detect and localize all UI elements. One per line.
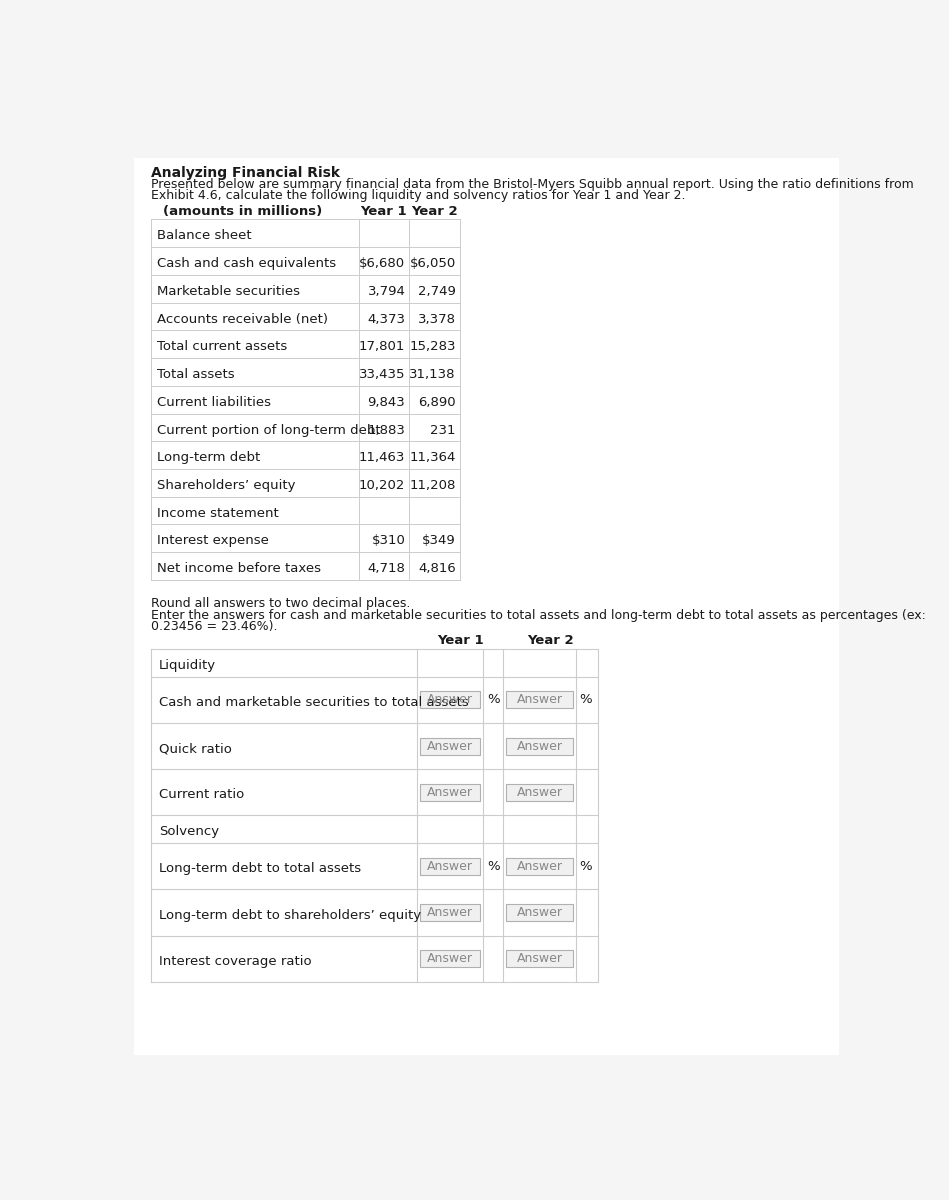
Bar	[420, 904, 480, 920]
Text: 2,749: 2,749	[418, 284, 456, 298]
Text: %: %	[580, 694, 592, 707]
Text: Exhibit 4.6, calculate the following liquidity and solvency ratios for Year 1 an: Exhibit 4.6, calculate the following liq…	[151, 188, 686, 202]
Text: Year 1: Year 1	[437, 634, 483, 647]
Bar	[420, 691, 480, 708]
Text: Answer: Answer	[427, 906, 473, 919]
Text: Answer: Answer	[427, 694, 473, 707]
Bar	[506, 738, 573, 755]
Text: %: %	[580, 859, 592, 872]
Text: %: %	[487, 694, 499, 707]
Text: 3,378: 3,378	[418, 313, 456, 325]
Text: Long-term debt: Long-term debt	[158, 451, 261, 464]
Text: (amounts in millions): (amounts in millions)	[163, 205, 323, 218]
Text: Analyzing Financial Risk: Analyzing Financial Risk	[151, 166, 340, 180]
Bar	[506, 691, 573, 708]
Bar	[420, 858, 480, 875]
Text: Quick ratio: Quick ratio	[158, 743, 232, 755]
Text: Answer: Answer	[427, 739, 473, 752]
Text: 10,202: 10,202	[359, 479, 405, 492]
Text: Liquidity: Liquidity	[158, 659, 216, 672]
Text: 1,883: 1,883	[367, 424, 405, 437]
Text: Cash and cash equivalents: Cash and cash equivalents	[158, 257, 337, 270]
Bar	[506, 858, 573, 875]
Text: 6,890: 6,890	[419, 396, 456, 409]
Text: Answer: Answer	[516, 859, 563, 872]
Text: Income statement: Income statement	[158, 506, 279, 520]
Text: 231: 231	[430, 424, 456, 437]
Text: Enter the answers for cash and marketable securities to total assets and long-te: Enter the answers for cash and marketabl…	[151, 610, 926, 622]
Text: Current liabilities: Current liabilities	[158, 396, 271, 409]
Text: $310: $310	[371, 534, 405, 547]
Text: Total current assets: Total current assets	[158, 341, 288, 353]
Text: Total assets: Total assets	[158, 368, 235, 382]
Text: 9,843: 9,843	[367, 396, 405, 409]
Text: Answer: Answer	[427, 786, 473, 799]
Text: %: %	[487, 859, 499, 872]
Text: Current ratio: Current ratio	[158, 788, 244, 802]
Text: 11,364: 11,364	[409, 451, 456, 464]
Text: 3,794: 3,794	[367, 284, 405, 298]
Bar	[420, 784, 480, 800]
Text: 4,718: 4,718	[367, 562, 405, 575]
Text: Presented below are summary financial data from the Bristol-Myers Squibb annual : Presented below are summary financial da…	[151, 178, 914, 191]
Text: Cash and marketable securities to total assets: Cash and marketable securities to total …	[158, 696, 469, 709]
Text: 4,816: 4,816	[418, 562, 456, 575]
Text: Answer: Answer	[516, 786, 563, 799]
Text: Interest coverage ratio: Interest coverage ratio	[158, 955, 311, 968]
Text: Long-term debt to total assets: Long-term debt to total assets	[158, 863, 361, 876]
Text: Answer: Answer	[516, 694, 563, 707]
Text: $6,680: $6,680	[360, 257, 405, 270]
Text: Year 1: Year 1	[361, 205, 407, 218]
Text: 0.23456 = 23.46%).: 0.23456 = 23.46%).	[151, 620, 278, 632]
Text: Net income before taxes: Net income before taxes	[158, 562, 322, 575]
Text: 15,283: 15,283	[409, 341, 456, 353]
Bar	[506, 950, 573, 967]
Text: Answer: Answer	[516, 739, 563, 752]
Text: 31,138: 31,138	[409, 368, 456, 382]
Text: 11,463: 11,463	[359, 451, 405, 464]
Text: Solvency: Solvency	[158, 826, 219, 839]
Text: Balance sheet: Balance sheet	[158, 229, 252, 242]
Text: Shareholders’ equity: Shareholders’ equity	[158, 479, 296, 492]
Text: Round all answers to two decimal places.: Round all answers to two decimal places.	[151, 596, 411, 610]
Text: Interest expense: Interest expense	[158, 534, 270, 547]
Text: Year 2: Year 2	[527, 634, 573, 647]
Text: Answer: Answer	[427, 952, 473, 965]
Text: Accounts receivable (net): Accounts receivable (net)	[158, 313, 328, 325]
Text: 33,435: 33,435	[359, 368, 405, 382]
Text: Answer: Answer	[516, 952, 563, 965]
Text: 4,373: 4,373	[367, 313, 405, 325]
Text: Answer: Answer	[516, 906, 563, 919]
Bar	[420, 950, 480, 967]
Bar	[506, 904, 573, 920]
Text: $6,050: $6,050	[410, 257, 456, 270]
Text: 17,801: 17,801	[359, 341, 405, 353]
Text: Current portion of long-term debt: Current portion of long-term debt	[158, 424, 381, 437]
Text: 11,208: 11,208	[409, 479, 456, 492]
Bar	[420, 738, 480, 755]
Bar	[506, 784, 573, 800]
Text: Answer: Answer	[427, 859, 473, 872]
Text: Marketable securities: Marketable securities	[158, 284, 301, 298]
Text: $349: $349	[422, 534, 456, 547]
Text: Year 2: Year 2	[411, 205, 457, 218]
Text: Long-term debt to shareholders’ equity: Long-term debt to shareholders’ equity	[158, 908, 421, 922]
